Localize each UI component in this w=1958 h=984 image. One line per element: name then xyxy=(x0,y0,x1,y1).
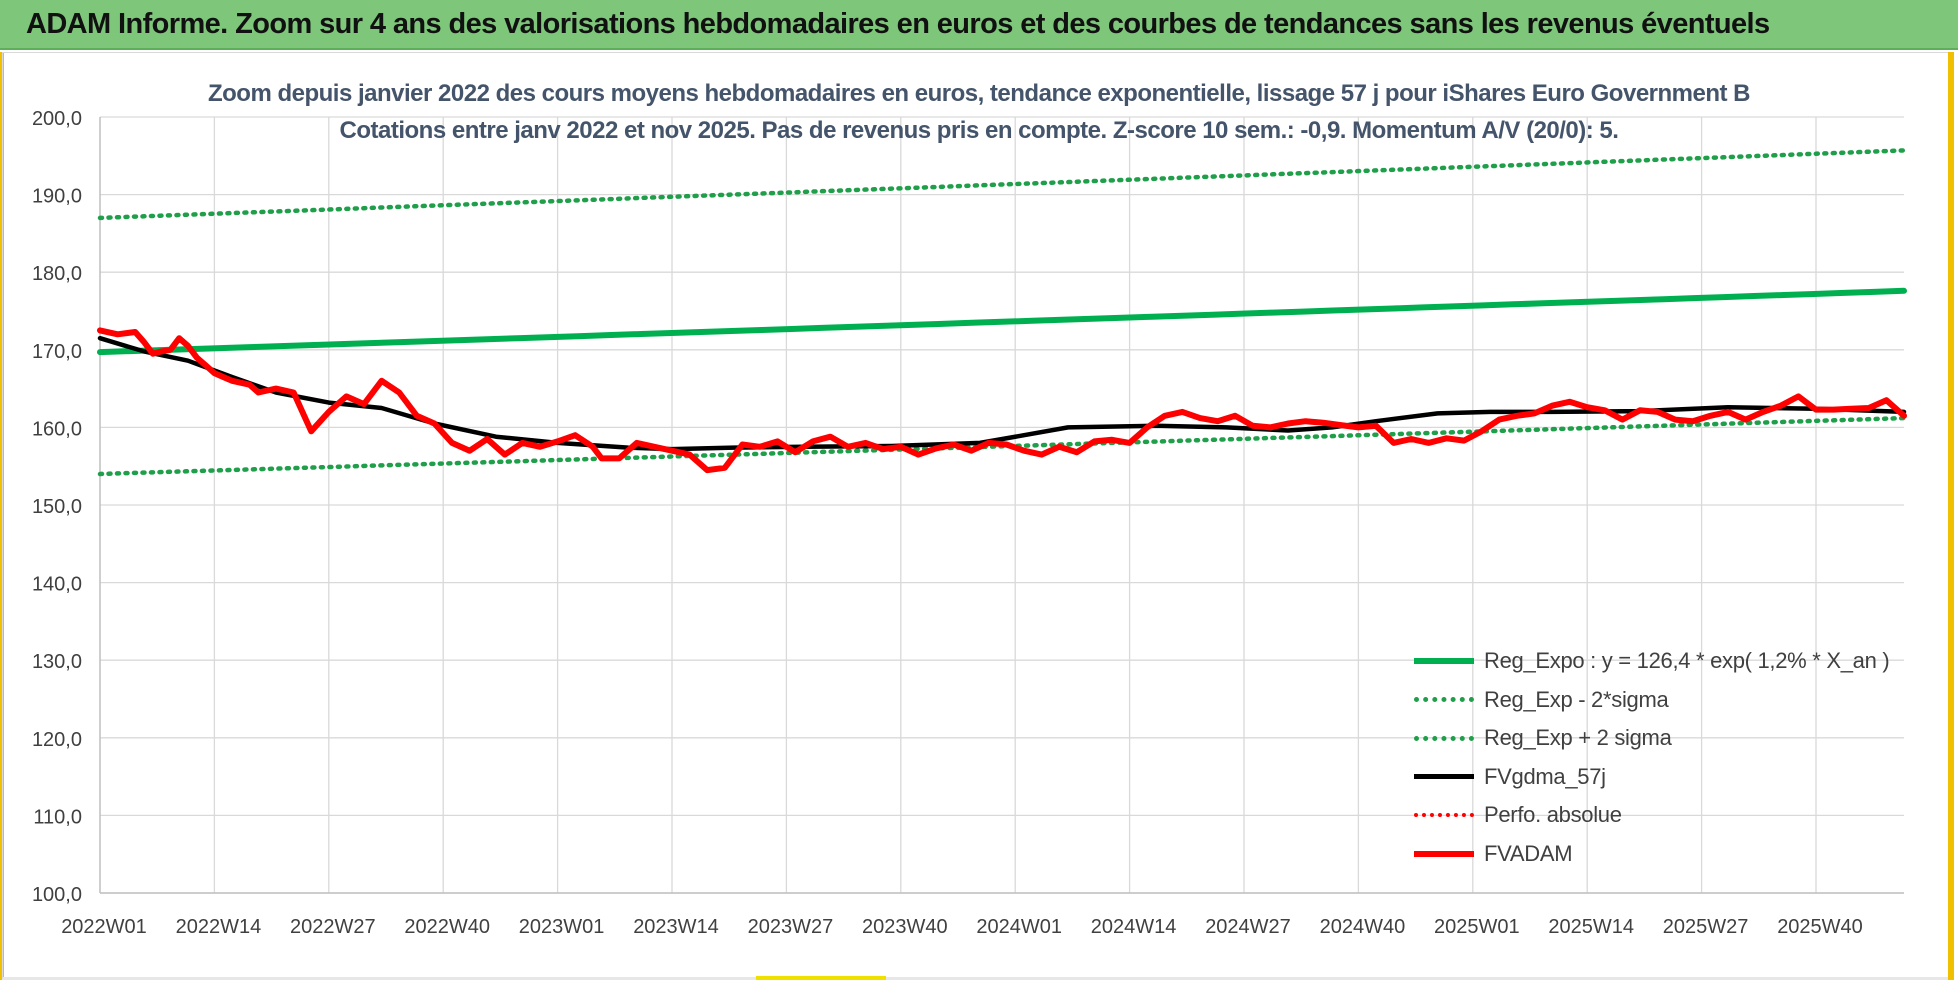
legend-swatch xyxy=(1414,813,1474,818)
reg-plus-2sigma-line xyxy=(97,148,1907,221)
banner-title: ADAM Informe. Zoom sur 4 ans des valoris… xyxy=(26,8,1770,40)
frame-accent-bottom xyxy=(756,976,886,980)
legend-label: Reg_Exp - 2*sigma xyxy=(1484,686,1669,712)
legend-swatch xyxy=(1414,850,1474,857)
y-tick-label: 120,0 xyxy=(32,729,82,751)
y-tick-label: 100,0 xyxy=(32,884,82,906)
y-tick-label: 160,0 xyxy=(32,418,82,440)
legend-item: FVADAM xyxy=(1414,835,1889,874)
chart-legend: Reg_Expo : y = 126,4 * exp( 1,2% * X_an … xyxy=(1414,642,1890,874)
chart-banner: ADAM Informe. Zoom sur 4 ans des valoris… xyxy=(0,0,1958,50)
x-tick-label: 2025W01 xyxy=(1434,916,1520,938)
y-tick-label: 140,0 xyxy=(32,574,82,596)
legend-item: Perfo. absolue xyxy=(1414,796,1889,835)
legend-item: Reg_Exp + 2 sigma xyxy=(1414,719,1889,758)
x-tick-label: 2024W14 xyxy=(1091,916,1177,938)
legend-swatch xyxy=(1414,735,1474,741)
chart-title: Zoom depuis janvier 2022 des cours moyen… xyxy=(207,80,1751,107)
y-tick-label: 190,0 xyxy=(32,186,82,208)
legend-label: FVgdma_57j xyxy=(1484,763,1606,789)
legend-swatch xyxy=(1414,658,1474,665)
legend-item: FVgdma_57j xyxy=(1414,758,1889,797)
legend-swatch xyxy=(1414,697,1474,703)
y-tick-label: 110,0 xyxy=(33,806,82,828)
y-tick-label: 150,0 xyxy=(32,496,82,518)
fvgdma-57j-line xyxy=(97,335,1907,452)
x-tick-label: 2023W27 xyxy=(748,916,834,938)
x-tick-label: 2022W27 xyxy=(290,916,376,938)
legend-item: Reg_Exp - 2*sigma xyxy=(1414,681,1889,720)
x-tick-label: 2025W40 xyxy=(1777,916,1863,938)
legend-label: Perfo. absolue xyxy=(1484,802,1622,828)
fvadam-line xyxy=(97,327,1907,474)
legend-swatch xyxy=(1414,774,1474,780)
x-tick-label: 2024W27 xyxy=(1205,916,1291,938)
legend-label: FVADAM xyxy=(1484,840,1573,866)
legend-item: Reg_Expo : y = 126,4 * exp( 1,2% * X_an … xyxy=(1414,642,1890,681)
frame-accent-right xyxy=(1948,52,1954,980)
x-tick-label: 2022W01 xyxy=(61,916,147,938)
legend-label: Reg_Expo : y = 126,4 * exp( 1,2% * X_an … xyxy=(1484,648,1890,674)
chart-subtitle: Cotations entre janv 2022 et nov 2025. P… xyxy=(339,117,1619,144)
y-tick-label: 130,0 xyxy=(32,651,82,673)
y-tick-label: 170,0 xyxy=(32,341,82,363)
x-tick-label: 2025W27 xyxy=(1663,916,1749,938)
x-tick-label: 2022W14 xyxy=(176,916,262,938)
y-tick-label: 200,0 xyxy=(32,108,82,130)
reg-expo-line xyxy=(97,287,1907,356)
y-tick-label: 180,0 xyxy=(32,263,82,285)
x-tick-label: 2024W40 xyxy=(1320,916,1406,938)
x-tick-label: 2023W01 xyxy=(519,916,605,938)
legend-label: Reg_Exp + 2 sigma xyxy=(1484,725,1672,751)
x-tick-label: 2023W14 xyxy=(633,916,719,938)
x-tick-label: 2025W14 xyxy=(1548,916,1634,938)
x-tick-label: 2022W40 xyxy=(404,916,490,938)
x-tick-label: 2024W01 xyxy=(976,916,1062,938)
x-tick-label: 2023W40 xyxy=(862,916,948,938)
